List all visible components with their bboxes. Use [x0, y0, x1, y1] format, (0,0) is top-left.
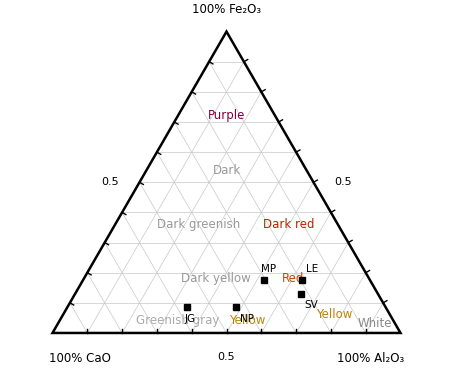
Text: MP: MP: [261, 264, 276, 274]
Text: 0.5: 0.5: [334, 177, 352, 187]
Text: Yellow: Yellow: [229, 314, 265, 327]
Text: Dark: Dark: [212, 164, 241, 177]
Text: Dark greenish: Dark greenish: [157, 218, 240, 231]
Text: LE: LE: [306, 264, 318, 274]
Text: 0.5: 0.5: [218, 352, 235, 362]
Text: 0.5: 0.5: [101, 177, 119, 187]
Text: Dark red: Dark red: [263, 218, 315, 231]
Text: SV: SV: [305, 300, 318, 310]
Text: 100% Al₂O₃: 100% Al₂O₃: [337, 352, 404, 365]
Text: NP: NP: [240, 314, 254, 324]
Text: JG: JG: [184, 314, 196, 324]
Text: Dark yellow: Dark yellow: [181, 272, 251, 285]
Text: White: White: [357, 317, 392, 330]
Text: 100% CaO: 100% CaO: [49, 352, 111, 365]
Text: Red: Red: [281, 272, 304, 285]
Text: Purple: Purple: [208, 110, 245, 123]
Text: Yellow: Yellow: [316, 308, 352, 321]
Text: 100% Fe₂O₃: 100% Fe₂O₃: [192, 3, 261, 16]
Text: Greenish gray: Greenish gray: [136, 314, 219, 327]
